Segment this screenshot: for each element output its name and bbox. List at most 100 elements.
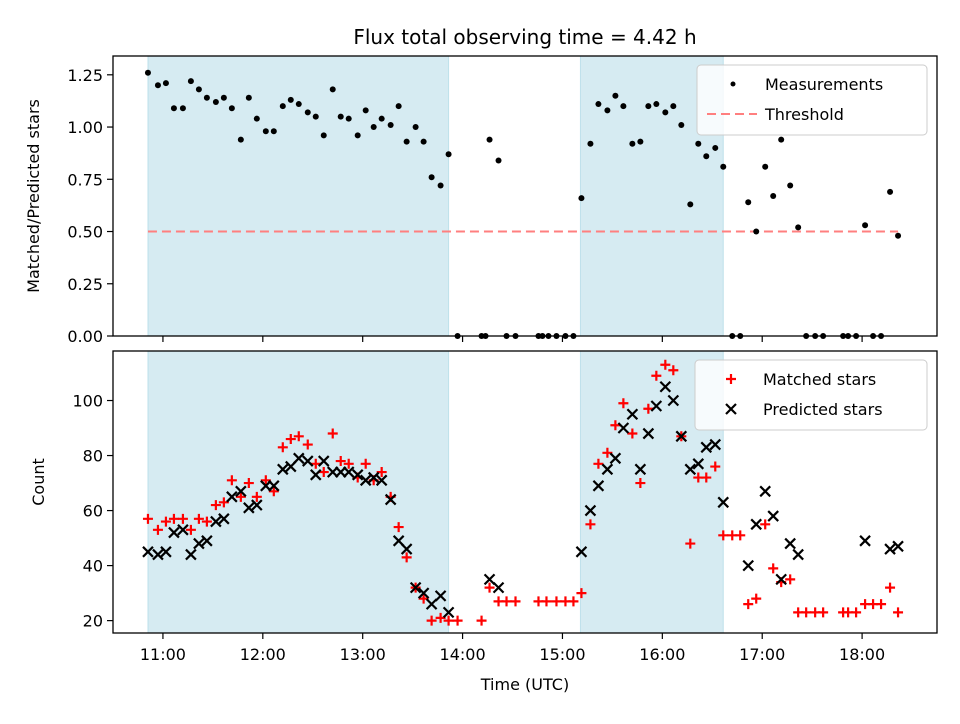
matched-star-point bbox=[618, 398, 629, 409]
measurement-point bbox=[778, 136, 785, 143]
predicted-star-point bbox=[351, 469, 364, 481]
predicted-star-point bbox=[784, 537, 796, 550]
predicted-star-point bbox=[235, 485, 247, 498]
measurement-point bbox=[378, 115, 385, 122]
x-tick-label: 15:00 bbox=[539, 645, 585, 664]
measurement-point bbox=[753, 228, 760, 235]
measurement-point bbox=[787, 182, 794, 189]
predicted-star-point bbox=[359, 474, 372, 487]
predicted-star-point bbox=[767, 510, 779, 522]
matched-star-point bbox=[660, 359, 671, 370]
predicted-star-point bbox=[575, 546, 588, 558]
y-tick-label: 80 bbox=[83, 447, 103, 466]
measurement-point bbox=[587, 140, 594, 147]
matched-star-point bbox=[160, 516, 171, 527]
predicted-star-point bbox=[684, 463, 697, 476]
matched-star-point bbox=[484, 582, 495, 593]
measurement-point bbox=[412, 124, 419, 131]
predicted-star-point bbox=[792, 548, 804, 561]
matched-star-point bbox=[401, 552, 412, 563]
measurement-point bbox=[678, 121, 685, 128]
measurement-point bbox=[445, 151, 452, 158]
matched-star-point bbox=[476, 615, 487, 626]
matched-star-point bbox=[818, 607, 829, 618]
matched-star-point bbox=[452, 615, 463, 626]
predicted-star-point bbox=[342, 466, 355, 478]
predicted-star-point bbox=[384, 493, 397, 506]
y-tick-label: 60 bbox=[83, 502, 103, 521]
matched-star-point bbox=[876, 599, 887, 610]
legend-box bbox=[696, 64, 928, 136]
predicted-star-point bbox=[884, 543, 896, 555]
axes-frame bbox=[112, 55, 938, 337]
matched-star-point bbox=[277, 442, 288, 453]
measurement-point bbox=[620, 103, 627, 110]
matched-star-point bbox=[243, 478, 254, 489]
predicted-star-point bbox=[277, 463, 289, 476]
predicted-star-point bbox=[675, 430, 688, 443]
matched-star-point bbox=[801, 607, 812, 618]
predicted-star-point bbox=[492, 581, 505, 594]
predicted-star-point bbox=[742, 559, 755, 572]
predicted-star-point bbox=[750, 518, 762, 531]
measurement-point bbox=[770, 193, 777, 199]
measurement-point bbox=[220, 94, 227, 101]
matched-star-point bbox=[376, 467, 387, 478]
measurement-point bbox=[162, 80, 169, 87]
predicted-star-point bbox=[185, 548, 197, 561]
matched-star-point bbox=[285, 434, 296, 445]
measurement-point bbox=[895, 232, 902, 239]
measurement-point bbox=[712, 144, 719, 151]
predicted-star-point bbox=[251, 499, 263, 511]
predicted-star-point bbox=[152, 548, 164, 561]
matched-star-point bbox=[885, 582, 896, 593]
matched-star-point bbox=[551, 596, 562, 607]
y-tick-label: 0.25 bbox=[67, 275, 103, 294]
matched-star-point bbox=[343, 458, 354, 469]
legend-dot-icon bbox=[730, 81, 736, 87]
matched-star-point bbox=[310, 458, 321, 469]
y-tick-label: 0.00 bbox=[67, 327, 103, 346]
predicted-star-point bbox=[634, 463, 647, 476]
measurement-point bbox=[279, 103, 286, 110]
measurement-point bbox=[495, 157, 502, 164]
measurement-point bbox=[687, 201, 694, 208]
predicted-star-point bbox=[626, 408, 639, 421]
x-tick-label: 18:00 bbox=[839, 645, 885, 664]
matched-star-point bbox=[668, 365, 679, 376]
top-axes: 0.00 0.25 0.50 0.75 1.00 1.25 Measurements Thre… bbox=[67, 55, 938, 346]
matched-star-point bbox=[635, 478, 646, 489]
measurement-point bbox=[420, 138, 427, 145]
matched-star-point bbox=[785, 574, 796, 585]
matched-star-point bbox=[327, 428, 338, 439]
predicted-star-point bbox=[142, 546, 154, 558]
matched-star-point bbox=[218, 497, 229, 508]
matched-star-point bbox=[501, 596, 512, 607]
predicted-star-point bbox=[268, 480, 280, 492]
predicted-star-point bbox=[442, 606, 455, 619]
predicted-star-point bbox=[717, 496, 730, 509]
matched-star-point bbox=[235, 491, 246, 502]
matched-star-point bbox=[685, 538, 696, 549]
axes-frame bbox=[112, 350, 938, 634]
predicted-star-point bbox=[667, 394, 680, 407]
matched-star-point bbox=[393, 522, 404, 533]
measurement-point bbox=[345, 115, 352, 122]
y-tick-label: 0.50 bbox=[67, 223, 103, 242]
measurement-point bbox=[320, 132, 327, 139]
matched-star-point bbox=[168, 513, 179, 524]
measurement-point bbox=[329, 86, 336, 93]
matched-star-point bbox=[593, 458, 604, 469]
predicted-star-point bbox=[201, 535, 213, 547]
measurement-point bbox=[595, 101, 602, 108]
predicted-star-point bbox=[317, 455, 330, 467]
matched-star-point bbox=[510, 596, 521, 607]
measurement-point bbox=[428, 174, 435, 181]
bottom-xlabel: Time (UTC) bbox=[480, 675, 569, 694]
measurement-point bbox=[312, 113, 319, 120]
measurement-point bbox=[270, 128, 277, 135]
measurement-point bbox=[862, 222, 869, 229]
predicted-star-point bbox=[168, 526, 180, 539]
matched-star-point bbox=[152, 524, 163, 535]
measurement-point bbox=[228, 105, 235, 112]
